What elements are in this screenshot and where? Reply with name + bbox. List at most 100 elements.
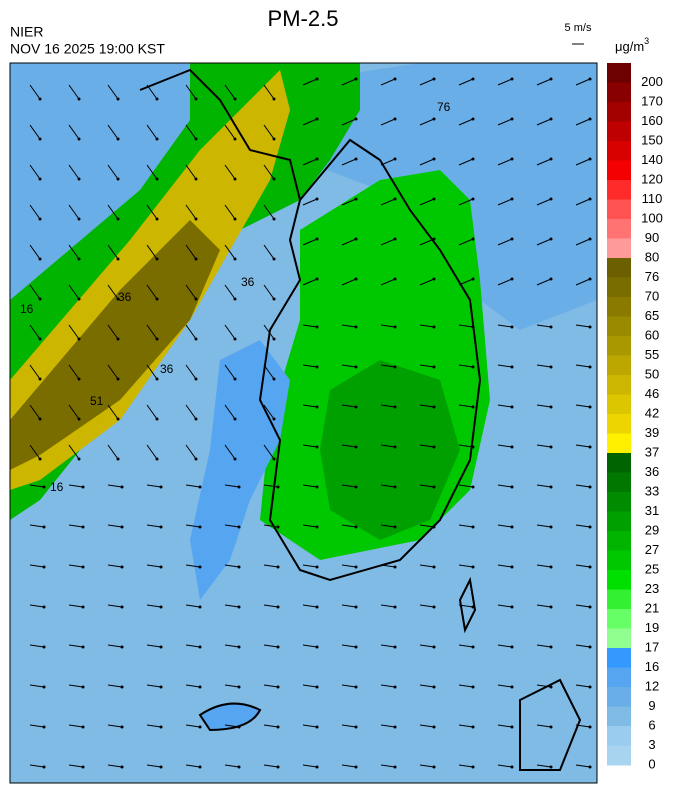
wind-arrow (68, 604, 84, 608)
wind-arrow (224, 324, 236, 340)
wind-arrow (458, 238, 474, 246)
colorbar-swatch (607, 63, 631, 83)
wind-arrow (224, 524, 240, 528)
wind-arrow-head (42, 725, 46, 729)
wind-arrow (29, 124, 41, 140)
wind-arrow-head (315, 237, 319, 241)
wind-arrow (536, 198, 552, 206)
wind-arrow-head (588, 725, 592, 729)
colorbar-label: 33 (645, 483, 659, 498)
wind-arrow-head (432, 685, 436, 689)
colorbar-swatch (607, 453, 631, 473)
wind-arrow (419, 404, 435, 408)
wind-arrow-head (276, 565, 280, 569)
wind-arrow (341, 524, 357, 528)
wind-arrow (68, 124, 80, 140)
wind-arrow (536, 724, 552, 728)
wind-arrow (185, 484, 201, 488)
wind-arrow-head (432, 725, 436, 729)
wind-arrow (575, 118, 591, 126)
wind-arrow-head (471, 445, 475, 449)
wind-arrow (380, 524, 396, 528)
wind-arrow-head (549, 365, 553, 369)
wind-arrow-head (549, 325, 553, 329)
wind-arrow (341, 278, 357, 286)
wind-arrow (185, 204, 197, 220)
wind-arrow-head (120, 685, 124, 689)
wind-arrow (68, 364, 80, 380)
wind-arrow (536, 484, 552, 488)
wind-arrow (497, 684, 513, 688)
wind-arrow (419, 444, 435, 448)
wind-arrow (536, 404, 552, 408)
wind-arrow-head (588, 325, 592, 329)
wind-arrow-head (237, 685, 241, 689)
west-coast-low (190, 340, 290, 600)
wind-arrow (341, 444, 357, 448)
wind-arrow (302, 278, 318, 286)
wind-arrow (185, 684, 201, 688)
wind-arrow (263, 444, 275, 460)
wind-arrow-head (155, 177, 159, 181)
wind-arrow-head (432, 77, 436, 81)
wind-arrow (263, 244, 275, 260)
wind-arrow (380, 564, 396, 568)
wind-arrow (419, 238, 435, 246)
wind-arrow (341, 604, 357, 608)
wind-arrow (341, 484, 357, 488)
wind-arrow-head (471, 237, 475, 241)
wind-arrow-head (354, 485, 358, 489)
colorbar-swatch (607, 726, 631, 746)
wind-arrow-head (393, 237, 397, 241)
colorbar-swatch (607, 472, 631, 493)
colorbar-label: 50 (645, 366, 659, 381)
wind-arrow-head (549, 725, 553, 729)
wind-arrow (341, 684, 357, 688)
wind-arrow (68, 164, 80, 180)
wind-arrow (575, 78, 591, 86)
wind-arrow (224, 284, 236, 300)
wind-arrow-head (77, 97, 81, 101)
wind-arrow (341, 724, 357, 728)
wind-arrow (341, 198, 357, 206)
region-low (10, 63, 597, 380)
wind-arrow (302, 238, 318, 246)
wind-arrow-head (42, 485, 46, 489)
wind-arrow (224, 724, 240, 728)
wind-arrow-head (155, 97, 159, 101)
korea-inner-moderate (320, 360, 460, 540)
wind-arrow (302, 484, 318, 488)
wind-arrow (146, 404, 158, 420)
wind-arrow-head (510, 485, 514, 489)
wind-arrow-head (471, 325, 475, 329)
wind-arrow (107, 444, 119, 460)
wind-arrow (458, 404, 474, 408)
wind-arrow (68, 684, 84, 688)
wind-arrow-head (471, 685, 475, 689)
colorbar-swatch (607, 511, 631, 532)
colorbar-label: 39 (645, 425, 659, 440)
colorbar-label: 3 (648, 737, 655, 752)
wind-arrow (302, 764, 318, 768)
wind-arrow-head (198, 485, 202, 489)
colorbar-label: 17 (645, 639, 659, 654)
wind-arrow (419, 198, 435, 206)
wind-arrow (107, 364, 119, 380)
wind-arrow (497, 764, 513, 768)
wind-arrow-head (159, 485, 163, 489)
wind-arrow-head (120, 485, 124, 489)
wind-arrow-head (315, 325, 319, 329)
wind-arrow-head (549, 525, 553, 529)
contour-label: 16 (50, 480, 64, 494)
wind-arrow-head (155, 217, 159, 221)
colorbar-label: 27 (645, 542, 659, 557)
wind-arrow-head (354, 765, 358, 769)
wind-arrow-head (198, 725, 202, 729)
wind-arrow-head (276, 605, 280, 609)
wind-reference: 5 m/s (565, 22, 592, 34)
wind-arrow-head (354, 645, 358, 649)
wind-arrow-head (549, 445, 553, 449)
wind-arrow-head (588, 685, 592, 689)
wind-arrow-head (155, 297, 159, 301)
wind-arrow-head (116, 177, 120, 181)
